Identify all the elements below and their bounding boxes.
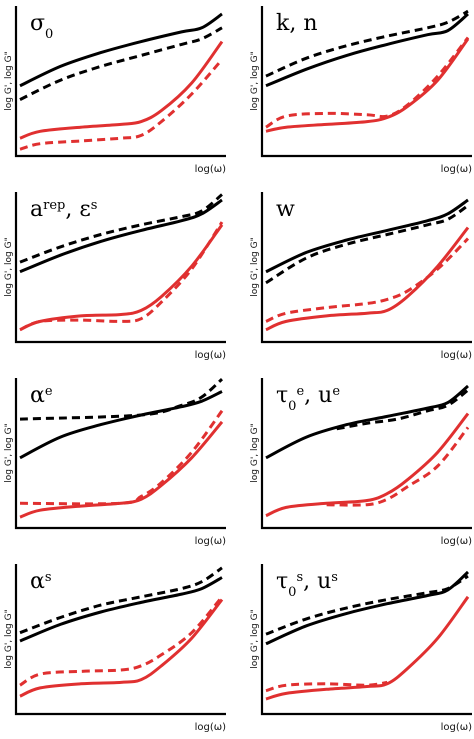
- panel-3: log G', log G" log(ω) arep, εs: [4, 192, 226, 361]
- series-line-1: [265, 384, 469, 460]
- series-line-2: [19, 26, 223, 101]
- axes-frame: [14, 192, 226, 344]
- y-axis-label: log G', log G": [250, 423, 260, 482]
- series-line-3: [19, 420, 224, 519]
- series-line-2: [265, 574, 469, 636]
- series-line-2: [265, 204, 469, 285]
- series-line-4: [265, 237, 470, 323]
- series-line-3: [19, 40, 224, 140]
- panel-5: log G', log G" log(ω) αe: [4, 377, 227, 547]
- x-axis-label: log(ω): [195, 722, 227, 733]
- series-line-2: [19, 566, 223, 635]
- panel-8: log G', log G" log(ω) τ0s, us: [250, 564, 472, 733]
- series-line-4: [265, 36, 470, 129]
- x-axis-label: log(ω): [441, 536, 473, 547]
- panel-title: arep, εs: [30, 197, 97, 222]
- series-line-4: [265, 680, 388, 693]
- axes-frame: [260, 6, 472, 158]
- series-line-1: [265, 198, 469, 274]
- series-line-2: [19, 377, 224, 421]
- series-line-3: [265, 595, 470, 701]
- y-axis-label: log G', log G": [250, 51, 260, 110]
- axes-frame: [14, 378, 226, 530]
- x-axis-label: log(ω): [441, 722, 473, 733]
- y-axis-label: log G', log G": [250, 609, 260, 668]
- series-line-2: [265, 9, 469, 78]
- series-line-3: [19, 598, 224, 698]
- series-line-1: [265, 12, 469, 88]
- series-line-1: [19, 12, 223, 88]
- x-axis-label: log(ω): [195, 536, 227, 547]
- series-line-2: [19, 193, 223, 264]
- panel-title: w: [276, 197, 295, 222]
- axes-frame: [14, 6, 226, 158]
- series-line-4: [326, 426, 470, 507]
- series-line-3: [265, 226, 470, 332]
- x-axis-label: log(ω): [195, 164, 227, 175]
- series-line-1: [19, 198, 223, 274]
- panel-6: log G', log G" log(ω) τ0e, ue: [250, 378, 472, 547]
- series-line-2: [336, 388, 469, 431]
- series-line-3: [265, 412, 470, 518]
- series-line-4: [19, 58, 224, 151]
- panel-title: αs: [30, 569, 52, 594]
- panel-title: k, n: [276, 11, 318, 36]
- x-axis-label: log(ω): [441, 350, 473, 361]
- series-line-4: [19, 595, 224, 687]
- y-axis-label: log G', log G": [4, 609, 14, 668]
- x-axis-label: log(ω): [441, 164, 473, 175]
- axes-frame: [260, 192, 472, 344]
- series-line-1: [19, 576, 223, 643]
- panel-title: αe: [30, 383, 53, 408]
- panel-title: τ0e, ue: [276, 383, 340, 414]
- x-axis-label: log(ω): [195, 350, 227, 361]
- panel-4: log G', log G" log(ω) w: [250, 192, 472, 361]
- y-axis-label: log G', log G": [250, 237, 260, 296]
- panel-1: log G', log G" log(ω) σ0: [4, 6, 226, 175]
- axes-frame: [260, 564, 472, 716]
- axes-frame: [14, 564, 226, 716]
- y-axis-label: log G', log G": [4, 51, 14, 110]
- panel-title: σ0: [30, 11, 53, 42]
- series-line-3: [19, 223, 224, 332]
- y-axis-label: log G', log G": [4, 423, 14, 482]
- panel-2: log G', log G" log(ω) k, n: [250, 6, 472, 175]
- y-axis-label: log G', log G": [4, 237, 14, 296]
- axes-frame: [260, 378, 472, 530]
- panel-7: log G', log G" log(ω) αs: [4, 564, 226, 733]
- panel-title: τ0s, us: [276, 569, 338, 600]
- series-line-3: [265, 37, 470, 133]
